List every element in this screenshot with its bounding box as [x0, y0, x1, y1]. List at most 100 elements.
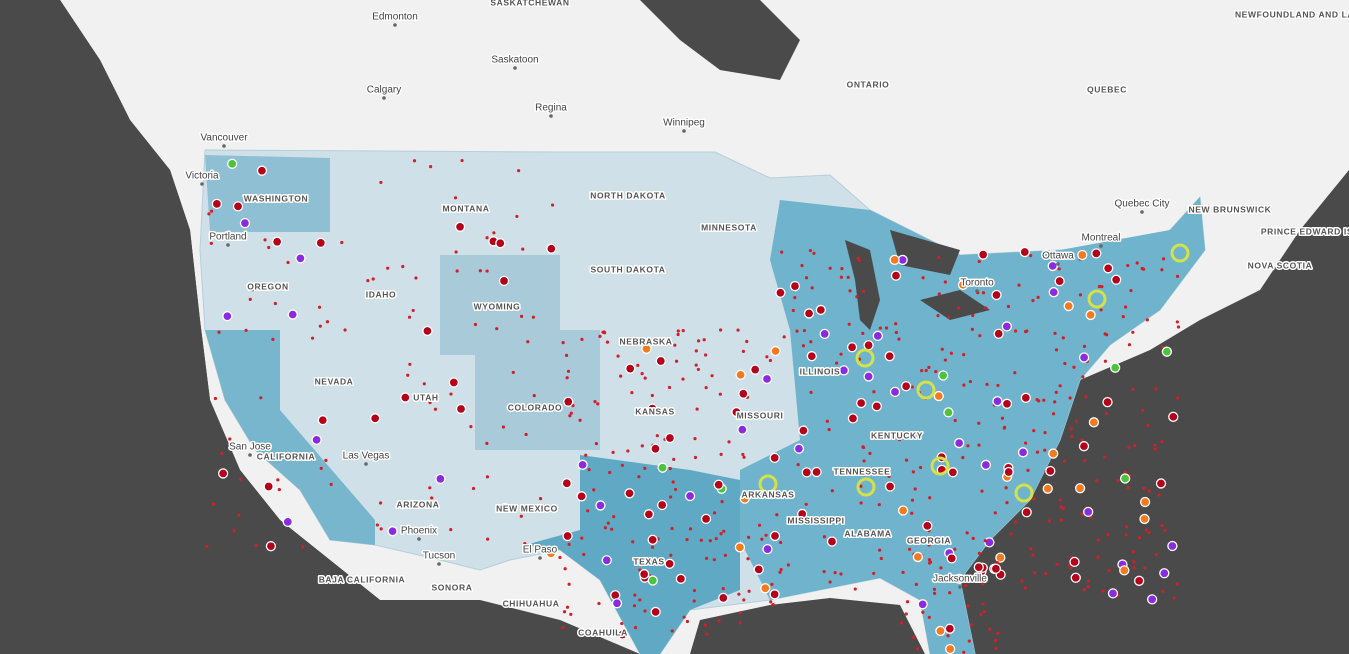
highlight-ring[interactable]: [1087, 289, 1107, 309]
marker[interactable]: [944, 643, 956, 654]
marker[interactable]: [739, 493, 750, 504]
marker[interactable]: [769, 530, 781, 542]
marker[interactable]: [545, 548, 557, 559]
marker[interactable]: [1103, 263, 1114, 274]
marker[interactable]: [1168, 411, 1179, 422]
marker[interactable]: [1019, 246, 1030, 258]
marker[interactable]: [889, 386, 901, 398]
marker[interactable]: [890, 270, 902, 281]
marker[interactable]: [650, 606, 661, 618]
marker[interactable]: [263, 481, 274, 492]
marker[interactable]: [995, 552, 1006, 563]
marker[interactable]: [227, 158, 238, 169]
marker[interactable]: [863, 371, 874, 382]
marker[interactable]: [946, 553, 957, 564]
marker[interactable]: [1102, 396, 1113, 408]
marker[interactable]: [838, 365, 849, 376]
marker[interactable]: [826, 536, 838, 547]
marker[interactable]: [315, 237, 326, 249]
marker[interactable]: [1045, 465, 1056, 477]
marker[interactable]: [1119, 473, 1131, 484]
marker[interactable]: [1133, 575, 1145, 586]
marker[interactable]: [577, 459, 588, 470]
marker[interactable]: [806, 351, 817, 362]
marker[interactable]: [803, 308, 815, 319]
marker[interactable]: [1139, 496, 1151, 508]
marker[interactable]: [387, 526, 398, 537]
marker[interactable]: [455, 403, 467, 415]
marker[interactable]: [1167, 540, 1178, 552]
marker[interactable]: [735, 369, 746, 380]
marker[interactable]: [944, 623, 955, 634]
marker[interactable]: [282, 516, 293, 528]
marker[interactable]: [211, 198, 223, 210]
marker[interactable]: [954, 573, 965, 584]
marker[interactable]: [801, 467, 812, 478]
marker[interactable]: [1077, 249, 1088, 261]
marker[interactable]: [611, 598, 623, 609]
marker[interactable]: [738, 388, 749, 399]
marker[interactable]: [760, 583, 771, 594]
marker[interactable]: [499, 502, 511, 514]
marker[interactable]: [1078, 441, 1090, 452]
marker[interactable]: [1048, 448, 1059, 459]
marker[interactable]: [957, 279, 969, 290]
marker[interactable]: [973, 562, 984, 573]
marker[interactable]: [922, 520, 933, 531]
marker[interactable]: [1063, 300, 1074, 312]
marker[interactable]: [657, 499, 668, 511]
marker[interactable]: [454, 221, 466, 232]
marker[interactable]: [933, 390, 944, 402]
marker[interactable]: [1020, 392, 1031, 403]
marker[interactable]: [769, 452, 780, 463]
highlight-ring[interactable]: [758, 474, 778, 494]
marker[interactable]: [718, 592, 729, 603]
marker[interactable]: [684, 490, 696, 502]
marker[interactable]: [978, 249, 989, 260]
marker[interactable]: [912, 551, 924, 563]
marker[interactable]: [992, 396, 1003, 407]
marker[interactable]: [643, 509, 655, 520]
marker[interactable]: [624, 488, 635, 499]
marker[interactable]: [872, 330, 883, 342]
marker[interactable]: [647, 575, 658, 586]
marker[interactable]: [935, 625, 946, 637]
marker[interactable]: [884, 481, 896, 492]
marker[interactable]: [256, 165, 268, 176]
marker[interactable]: [1047, 260, 1058, 272]
marker[interactable]: [947, 467, 958, 478]
marker[interactable]: [295, 253, 306, 264]
marker[interactable]: [1074, 483, 1086, 494]
highlight-ring[interactable]: [930, 456, 950, 476]
marker[interactable]: [770, 345, 781, 357]
marker[interactable]: [734, 542, 746, 553]
marker[interactable]: [953, 437, 965, 449]
marker[interactable]: [657, 462, 668, 473]
marker[interactable]: [793, 443, 805, 454]
marker[interactable]: [846, 342, 858, 353]
marker[interactable]: [664, 432, 676, 444]
marker[interactable]: [1085, 309, 1096, 321]
marker[interactable]: [265, 541, 277, 552]
marker[interactable]: [217, 468, 229, 479]
marker[interactable]: [900, 381, 912, 392]
marker[interactable]: [980, 459, 992, 471]
marker[interactable]: [761, 373, 773, 385]
marker[interactable]: [1147, 594, 1158, 605]
marker[interactable]: [1048, 287, 1059, 298]
marker[interactable]: [700, 513, 712, 525]
marker[interactable]: [639, 569, 650, 580]
marker[interactable]: [546, 243, 557, 254]
marker[interactable]: [422, 325, 433, 337]
marker[interactable]: [1119, 565, 1130, 576]
marker[interactable]: [993, 328, 1004, 339]
highlight-ring[interactable]: [1170, 243, 1190, 263]
marker[interactable]: [664, 558, 675, 569]
marker[interactable]: [576, 491, 587, 502]
highlight-ring[interactable]: [1014, 483, 1034, 503]
marker[interactable]: [1078, 352, 1090, 363]
marker[interactable]: [617, 629, 628, 640]
marker[interactable]: [625, 363, 636, 374]
marker[interactable]: [871, 401, 882, 412]
marker[interactable]: [737, 424, 748, 435]
